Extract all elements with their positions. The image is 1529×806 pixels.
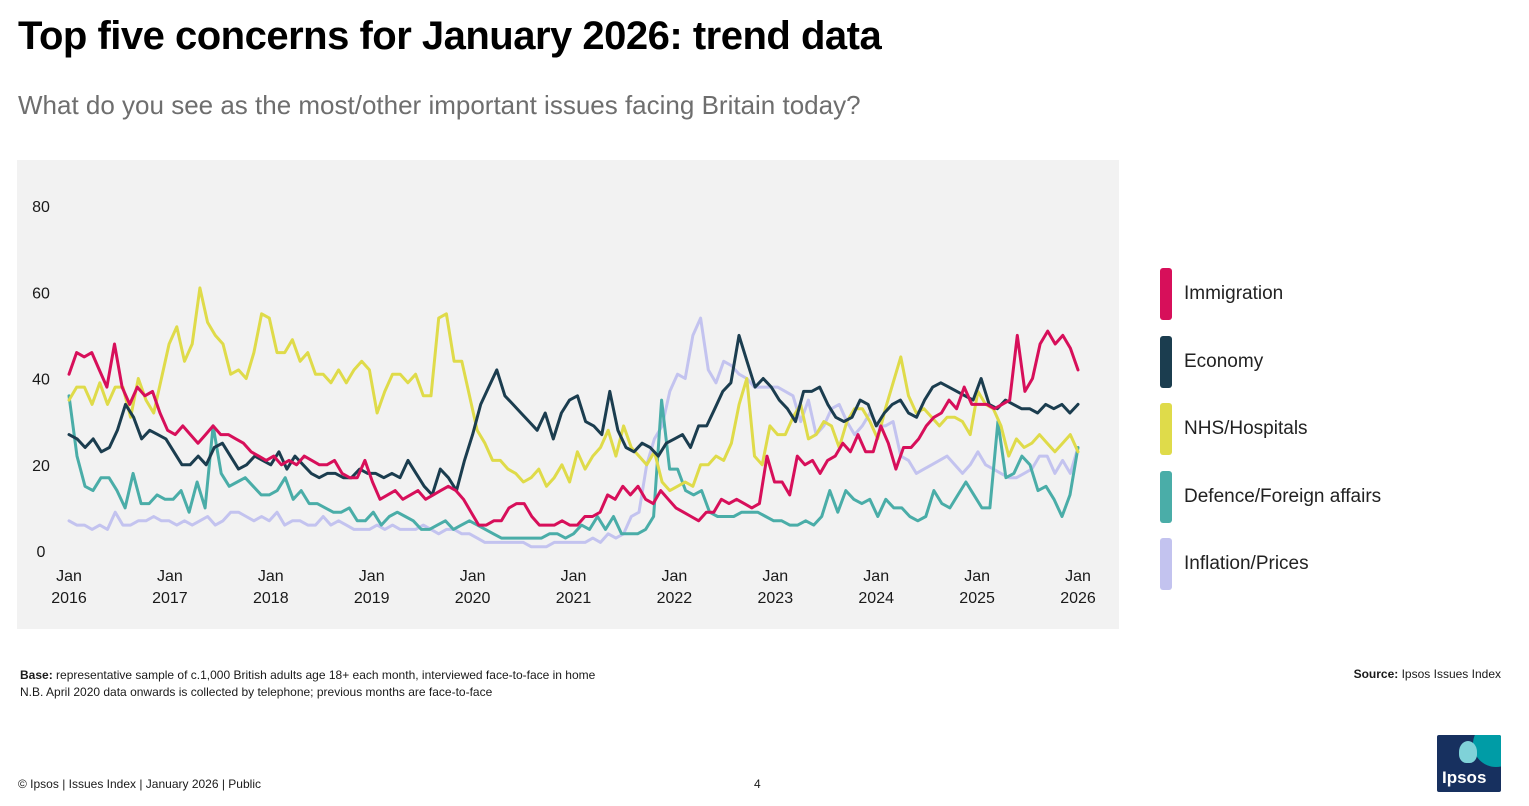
nb-text: N.B. April 2020 data onwards is collecte… (20, 685, 493, 699)
y-tick-label: 20 (32, 458, 50, 475)
source-text: Ipsos Issues Index (1398, 667, 1501, 681)
series-line-immigration (67, 329, 1080, 527)
legend-swatch (1160, 403, 1172, 455)
source-label: Source: (1353, 667, 1399, 681)
y-tick-label: 0 (37, 544, 46, 561)
x-tick-label-month: Jan (1065, 568, 1091, 585)
base-label: Base: (20, 668, 53, 682)
x-tick-label-month: Jan (460, 568, 486, 585)
chart-subtitle: What do you see as the most/other import… (18, 90, 861, 120)
legend-swatch (1160, 268, 1172, 320)
ipsos-logo: Ipsos (1437, 735, 1501, 792)
x-tick-label-month: Jan (359, 568, 385, 585)
x-tick-label-month: Jan (964, 568, 990, 585)
legend-item: Immigration (1160, 268, 1283, 320)
logo-teal-shape (1473, 735, 1501, 767)
x-tick-label-year: 2022 (657, 590, 693, 607)
x-tick-label-year: 2024 (858, 590, 894, 607)
legend-swatch (1160, 538, 1172, 590)
base-text: representative sample of c.1,000 British… (52, 668, 596, 682)
x-tick-label-year: 2025 (959, 590, 995, 607)
x-tick-label-year: 2023 (758, 590, 794, 607)
legend-label: Immigration (1184, 283, 1284, 304)
series-line-economy (67, 333, 1080, 497)
logo-text: Ipsos (1442, 768, 1487, 787)
page-title: Top five concerns for January 2026: tren… (18, 14, 882, 58)
legend-item: Defence/Foreign affairs (1160, 470, 1382, 523)
logo-head-icon (1459, 741, 1477, 763)
page-number: 4 (754, 777, 761, 791)
legend-label: Inflation/Prices (1184, 553, 1309, 574)
x-tick-label-month: Jan (258, 568, 284, 585)
legend-swatch (1160, 470, 1172, 523)
base-note: Base: representative sample of c.1,000 B… (20, 667, 595, 701)
chart-background (17, 160, 1119, 629)
y-tick-label: 60 (32, 285, 50, 302)
x-tick-label-year: 2019 (354, 590, 390, 607)
legend-item: NHS/Hospitals (1160, 403, 1308, 455)
legend-item: Inflation/Prices (1160, 538, 1309, 590)
series-line-inflation-prices (67, 316, 1080, 549)
x-tick-label-month: Jan (56, 568, 82, 585)
legend-label: Economy (1184, 350, 1264, 372)
source-note: Source: Ipsos Issues Index (1354, 667, 1501, 681)
x-tick-label-month: Jan (561, 568, 587, 585)
legend-label: Defence/Foreign affairs (1184, 485, 1382, 507)
x-tick-label-year: 2017 (152, 590, 188, 607)
x-tick-label-month: Jan (762, 568, 788, 585)
y-tick-label: 40 (32, 372, 50, 389)
x-tick-label-year: 2020 (455, 590, 491, 607)
legend-swatch (1160, 335, 1172, 388)
x-tick-label-month: Jan (863, 568, 889, 585)
footer-copyright: © Ipsos | Issues Index | January 2026 | … (18, 777, 261, 791)
legend-label: NHS/Hospitals (1184, 418, 1308, 439)
x-tick-label-year: 2018 (253, 590, 289, 607)
legend-item: Economy (1160, 335, 1264, 388)
x-tick-label-year: 2026 (1060, 590, 1096, 607)
series-line-defence-foreign-affairs (67, 394, 1080, 540)
x-tick-label-month: Jan (662, 568, 688, 585)
x-tick-label-month: Jan (157, 568, 183, 585)
series-line-nhs-hospitals (67, 286, 1080, 493)
x-tick-label-year: 2016 (51, 590, 87, 607)
x-tick-label-year: 2021 (556, 590, 592, 607)
y-tick-label: 80 (32, 199, 50, 216)
